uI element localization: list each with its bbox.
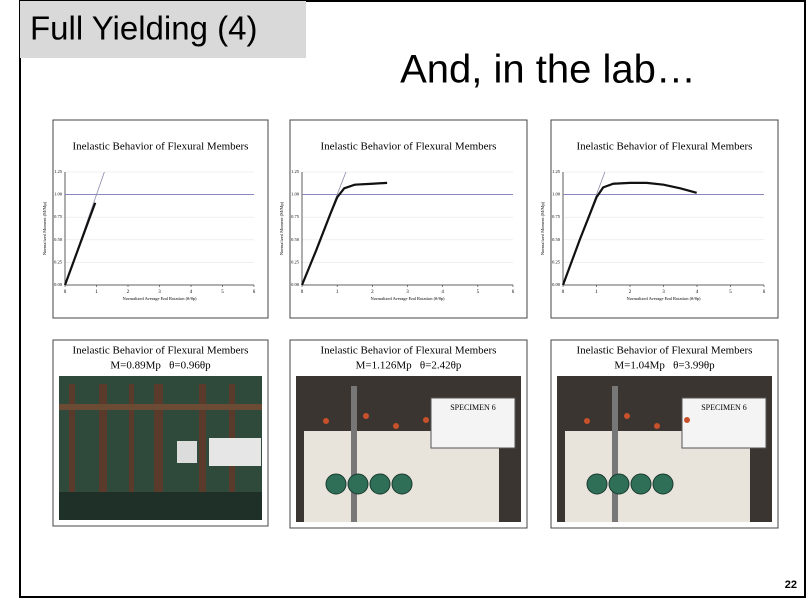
y-axis-label: Normalized Moment (M/Mp) [42,201,47,255]
y-tick-label: 1.00 [291,192,300,197]
wire-tag [654,423,660,429]
photo-caption: M=1.04Mp θ=3.99θp [614,360,715,372]
y-tick-label: 0.50 [552,237,561,242]
y-tick-label: 0.00 [54,282,63,287]
gauge [609,474,629,494]
y-tick-label: 0.50 [291,237,300,242]
photo: SPECIMEN 6 [557,376,772,522]
photo: SPECIMEN 6 [296,376,521,522]
photo-title: Inelastic Behavior of Flexural Members [321,345,497,357]
y-tick-label: 0.75 [552,214,561,219]
y-tick-label: 0.75 [291,214,300,219]
y-tick-label: 1.25 [291,169,300,174]
instrument [177,441,197,463]
y-tick-label: 0.25 [291,259,300,264]
wire-tag [323,418,329,424]
gauge [631,474,651,494]
y-axis-label: Normalized Moment (M/Mp) [540,201,545,255]
y-axis-label: Normalized Moment (M/Mp) [279,201,284,255]
photo-title: Inelastic Behavior of Flexural Members [577,345,753,357]
photo-caption: M=1.126Mp θ=2.42θp [356,360,462,372]
column [612,386,618,522]
sign-text: SPECIMEN 6 [450,403,496,412]
y-tick-label: 0.00 [291,282,300,287]
gauge [653,474,673,494]
chart-title: Inelastic Behavior of Flexural Members [577,141,753,153]
gauge [348,474,368,494]
gauge [370,474,390,494]
y-tick-label: 1.25 [552,169,561,174]
page-number: 22 [785,579,797,591]
wire-tag [363,413,369,419]
gauge [326,474,346,494]
page: Full Yielding (4) And, in the lab… 22 In… [0,0,806,598]
gauge [392,474,412,494]
x-axis-label: Normalized Average End Rotation (θ/θp) [123,296,197,301]
y-tick-label: 1.00 [552,192,561,197]
slide-title: Full Yielding (4) [30,10,257,47]
x-axis-label: Normalized Average End Rotation (θ/θp) [371,296,445,301]
wire-tag [624,413,630,419]
wire-tag [393,423,399,429]
slide: Full Yielding (4) And, in the lab… 22 In… [0,0,806,598]
y-tick-label: 0.75 [54,214,63,219]
sign-text: SPECIMEN 6 [701,403,747,412]
photo [59,376,262,520]
beam [59,404,262,410]
y-tick-label: 0.50 [54,237,63,242]
gauge [587,474,607,494]
y-tick-label: 1.00 [54,192,63,197]
instrument [209,438,261,466]
floor [59,492,262,520]
wire-tag [423,417,429,423]
y-tick-label: 0.00 [552,282,561,287]
chart-title: Inelastic Behavior of Flexural Members [73,141,249,153]
y-tick-label: 0.25 [54,259,63,264]
wire-tag [684,417,690,423]
chart-title: Inelastic Behavior of Flexural Members [321,141,497,153]
photo-caption: M=0.89Mp θ=0.96θp [110,360,211,372]
x-axis-label: Normalized Average End Rotation (θ/θp) [627,296,701,301]
column [351,386,357,522]
y-tick-label: 1.25 [54,169,63,174]
slide-subtitle: And, in the lab… [400,48,696,92]
wire-tag [584,418,590,424]
photo-title: Inelastic Behavior of Flexural Members [73,345,249,357]
y-tick-label: 0.25 [552,259,561,264]
